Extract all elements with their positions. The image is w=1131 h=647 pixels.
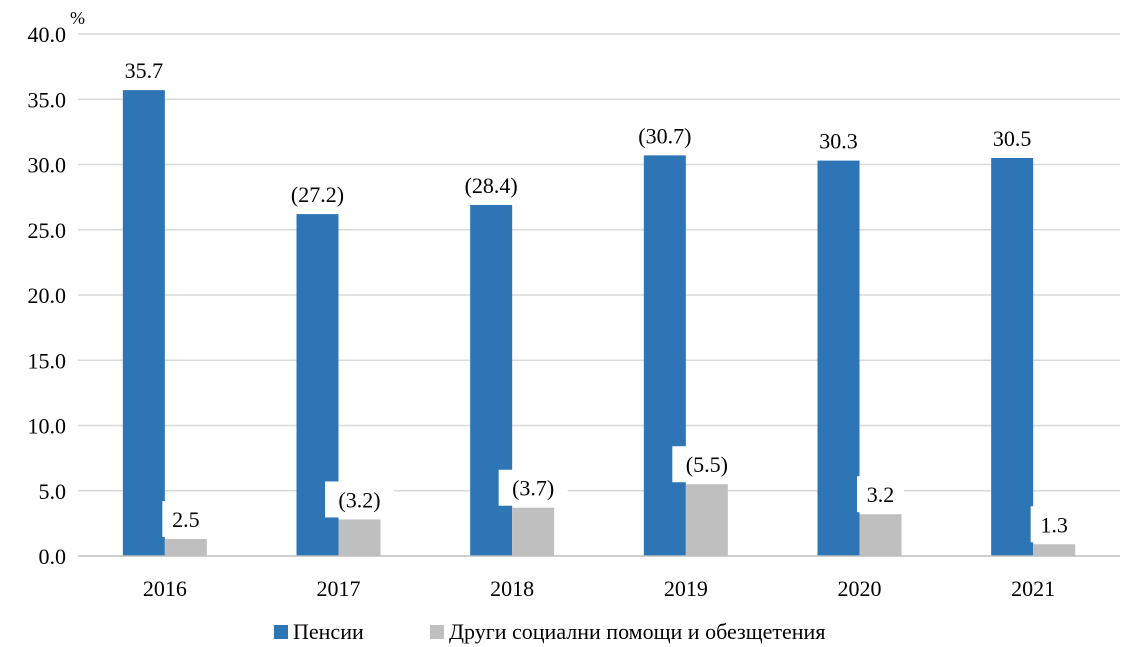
x-tick-label: 2021 [1011,576,1055,601]
data-label-background [498,469,568,506]
x-axis-ticks: 2016 2017 2018 2019 2020 2021 [143,576,1055,601]
data-label-other-benefits: 1.3 [1040,512,1068,537]
legend-label-pensions: Пенсии [293,619,364,644]
legend-swatch-other-benefits [430,625,444,639]
y-axis-ticks: 0.0 5.0 10.0 15.0 20.0 25.0 30.0 35.0 40.0 [28,22,67,569]
data-label-background [672,446,742,483]
legend: Пенсии Други социални помощи и обезщетен… [274,619,825,644]
x-tick-label: 2020 [838,576,882,601]
y-tick-label: 20.0 [28,283,67,308]
y-tick-label: 0.0 [39,544,67,569]
bar-other-benefits [1033,544,1076,556]
data-label-pensions: 30.3 [819,129,858,154]
bar-pensions [643,155,686,557]
data-label-pensions: (30.7) [638,123,691,148]
bar-other-benefits [512,507,555,556]
bar-other-benefits [859,514,902,556]
y-tick-label: 35.0 [28,87,67,112]
data-label-pensions: (27.2) [291,182,344,207]
data-label-pensions: (28.4) [465,173,518,198]
data-labels: 35.7 2.5 (27.2) (3.2) (28.4) (3.7) (30.7) (5.5)… [125,58,1078,543]
y-tick-label: 15.0 [28,348,67,373]
gridlines [78,33,1120,492]
x-tick-label: 2019 [664,576,708,601]
data-label-pensions: 35.7 [125,58,164,83]
data-label-background [162,501,210,538]
y-tick-label: 10.0 [28,414,67,439]
bar-pensions [122,90,165,557]
y-tick-label: 30.0 [28,153,67,178]
legend-swatch-pensions [274,625,288,639]
x-tick-label: 2018 [490,576,534,601]
x-tick-label: 2016 [143,576,187,601]
y-tick-label: 40.0 [28,22,67,47]
y-tick-label: 5.0 [39,479,67,504]
bars [122,90,1076,557]
bar-pensions [817,160,860,556]
y-tick-label: 25.0 [28,218,67,243]
data-label-background [857,476,904,513]
bar-pensions [991,157,1034,556]
bar-other-benefits [338,519,381,556]
data-label-other-benefits: 2.5 [172,507,200,532]
data-label-background [1030,506,1078,543]
data-label-other-benefits: (3.2) [338,487,380,512]
x-tick-label: 2017 [317,576,361,601]
data-label-other-benefits: (5.5) [686,452,728,477]
data-label-other-benefits: 3.2 [867,482,895,507]
data-label-other-benefits: (3.7) [512,476,554,501]
data-label-pensions: 30.5 [993,126,1032,151]
y-axis-unit: % [70,8,85,28]
data-label-background [325,481,394,518]
legend-label-other-benefits: Други социални помощи и обезщетения [449,619,825,644]
bar-other-benefits [685,484,728,556]
bar-other-benefits [164,539,207,556]
